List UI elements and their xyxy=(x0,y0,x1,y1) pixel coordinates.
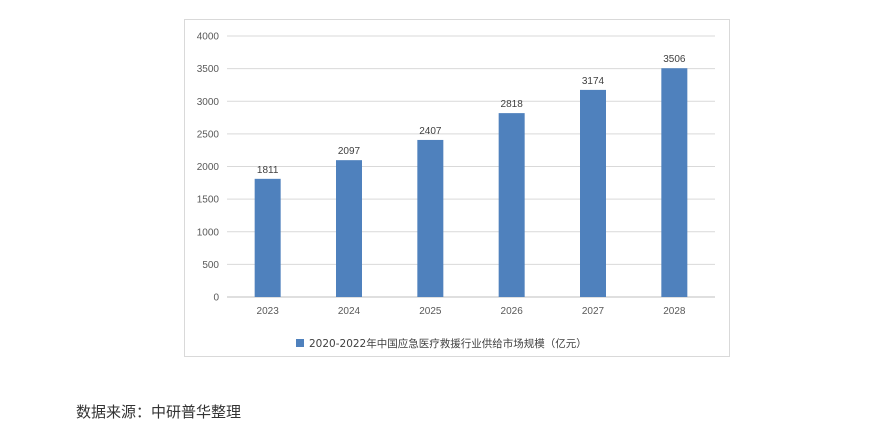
legend-label: 2020-2022年中国应急医疗救援行业供给市场规模（亿元） xyxy=(309,337,587,350)
data-label: 2407 xyxy=(419,126,442,137)
y-tick-label: 4000 xyxy=(197,32,220,43)
x-tick-label: 2025 xyxy=(419,306,442,317)
x-tick-label: 2028 xyxy=(663,306,686,317)
data-label: 2818 xyxy=(501,99,524,110)
x-tick-label: 2023 xyxy=(257,306,280,317)
bar xyxy=(417,139,444,297)
y-tick-label: 1000 xyxy=(197,227,220,238)
y-tick-label: 2000 xyxy=(197,162,220,173)
y-tick-label: 3500 xyxy=(197,64,220,75)
bar xyxy=(254,178,281,297)
x-tick-label: 2027 xyxy=(582,306,605,317)
x-tick-label: 2024 xyxy=(338,306,361,317)
bar-chart: 0 500 1000 1500 2000 2500 3000 3500 4000 1811 209… xyxy=(197,32,715,350)
bar xyxy=(580,89,606,297)
y-axis-tick-labels: 0 500 1000 1500 2000 2500 3000 3500 4000 xyxy=(197,32,220,304)
legend: 2020-2022年中国应急医疗救援行业供给市场规模（亿元） xyxy=(296,337,587,350)
bar xyxy=(661,68,688,297)
y-tick-label: 0 xyxy=(213,293,219,304)
chart-frame: 0 500 1000 1500 2000 2500 3000 3500 4000 1811 209… xyxy=(184,19,730,357)
data-label: 3174 xyxy=(582,76,605,87)
bar xyxy=(336,160,362,297)
bar xyxy=(498,113,525,297)
y-tick-label: 2500 xyxy=(197,129,220,140)
y-tick-label: 1500 xyxy=(197,195,220,206)
data-label: 3506 xyxy=(663,54,686,65)
y-tick-label: 3000 xyxy=(197,97,220,108)
bars xyxy=(254,68,688,297)
data-label: 2097 xyxy=(338,146,361,157)
data-labels: 1811 2097 2407 2818 3174 3506 xyxy=(257,54,686,176)
source-note: 数据来源：中研普华整理 xyxy=(76,403,242,421)
x-axis-tick-labels: 2023 2024 2025 2026 2027 2028 xyxy=(257,306,686,317)
data-label: 1811 xyxy=(257,165,279,176)
gridlines xyxy=(227,35,715,298)
legend-swatch xyxy=(296,339,304,347)
x-tick-label: 2026 xyxy=(501,306,524,317)
y-tick-label: 500 xyxy=(202,260,219,271)
